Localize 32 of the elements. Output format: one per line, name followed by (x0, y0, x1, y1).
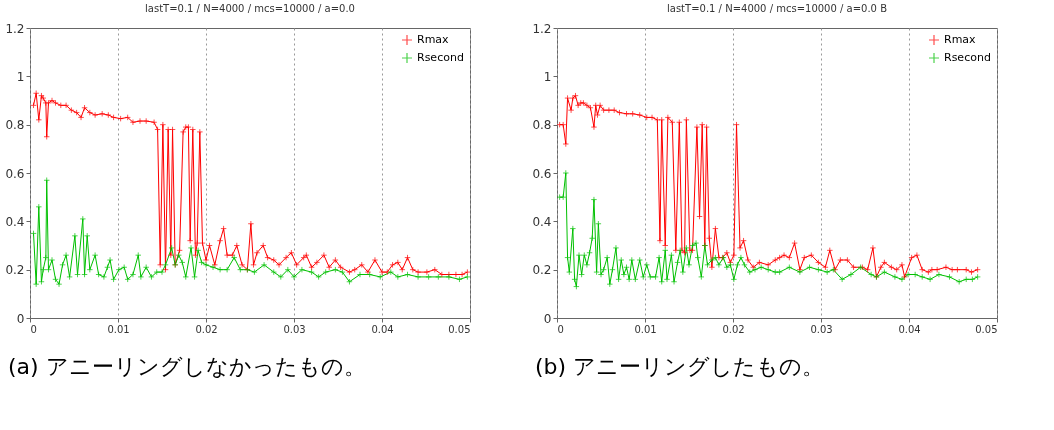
x-tick-label: 0.03 (810, 323, 833, 335)
y-tick-label: 0.8 (532, 118, 552, 133)
y-tick-label: 0.8 (5, 118, 25, 133)
y-tick-label: 0.2 (532, 263, 552, 278)
x-tick-label: 0.05 (975, 323, 998, 335)
y-tick-label: 1 (543, 69, 552, 84)
x-tick-label: 0.01 (634, 323, 657, 335)
legend-label: Rmax (944, 33, 977, 46)
y-tick-label: 0.6 (532, 166, 552, 181)
chart-title: lastT=0.1 / N=4000 / mcs=10000 / a=0.0 B (666, 3, 888, 14)
y-tick-label: 0.4 (532, 214, 552, 229)
x-tick-label: 0 (30, 323, 37, 335)
x-tick-label: 0.01 (107, 323, 130, 335)
y-tick-label: 0.4 (5, 214, 25, 229)
chart-title: lastT=0.1 / N=4000 / mcs=10000 / a=0.0 (145, 3, 355, 14)
text: (b) アニーリングしたもの。 (534, 353, 826, 381)
y-tick-label: 0.6 (5, 166, 25, 181)
x-tick-label: 0.04 (371, 323, 394, 335)
x-tick-label: 0.03 (283, 323, 306, 335)
y-tick-label: 1.2 (5, 21, 25, 36)
legend-label: Rmax (417, 33, 450, 46)
x-tick-label: 0.05 (448, 323, 471, 335)
x-tick-label: 0.02 (195, 323, 218, 335)
y-tick-label: 1.2 (532, 21, 552, 36)
legend-label: Rsecond (944, 51, 991, 64)
y-tick-label: 1 (16, 69, 25, 84)
x-tick-label: 0 (557, 323, 564, 335)
y-tick-label: 0.2 (5, 263, 25, 278)
legend-label: Rsecond (417, 51, 464, 64)
text: (a) アニーリングしなかったもの。 (7, 353, 367, 381)
x-tick-label: 0.04 (898, 323, 921, 335)
x-tick-label: 0.02 (722, 323, 745, 335)
